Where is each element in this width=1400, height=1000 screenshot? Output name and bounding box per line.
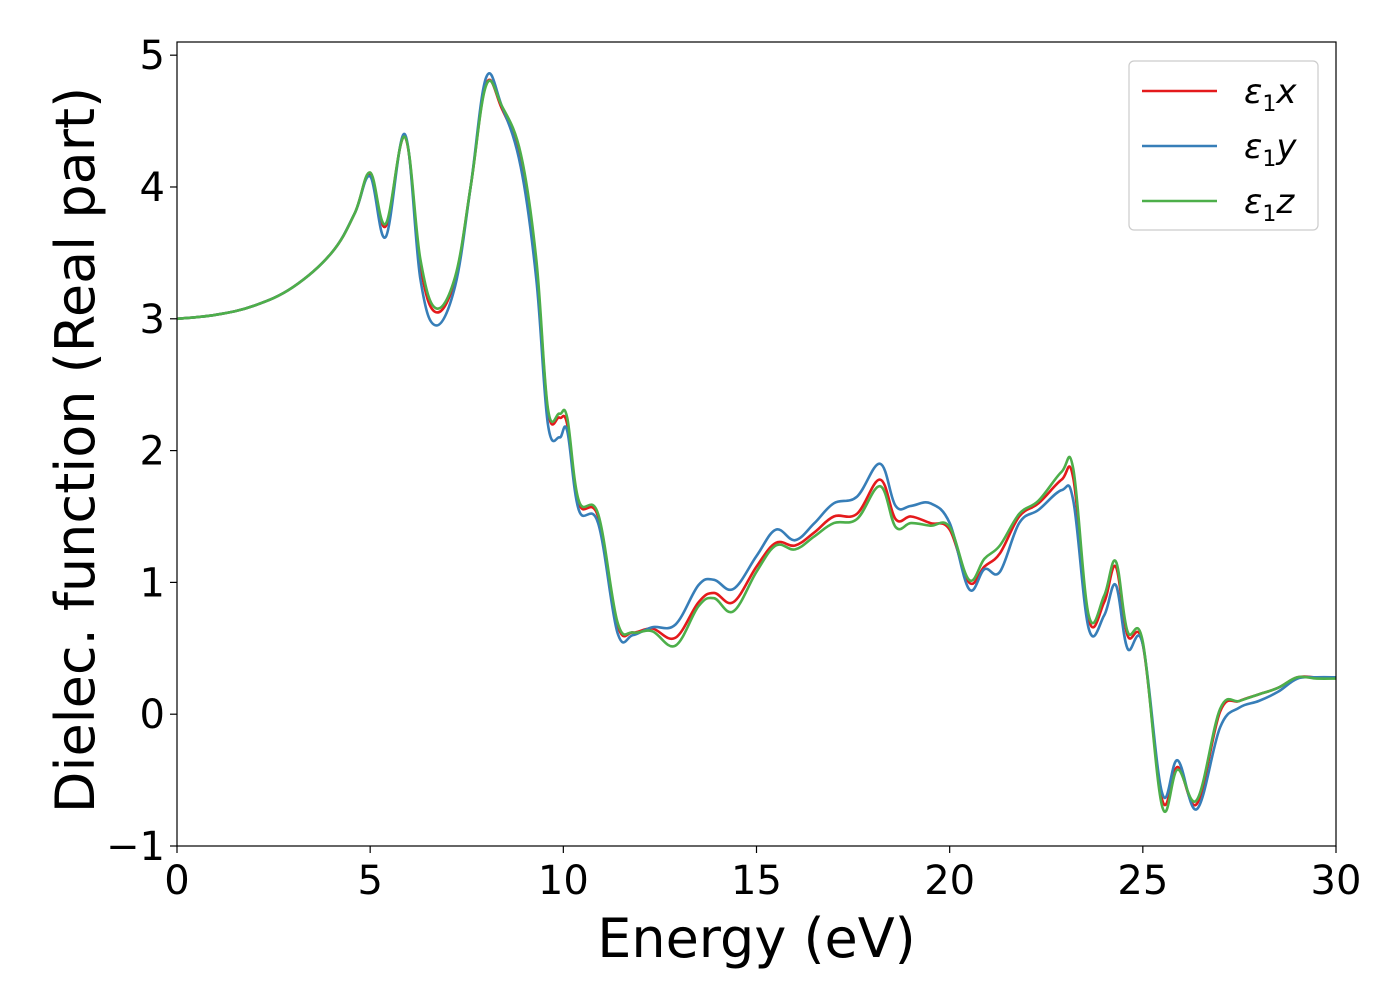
legend-label: ε1x [1244, 72, 1297, 117]
y-axis-label: Dielec. function (Real part) [44, 87, 107, 813]
x-tick-label: 10 [538, 858, 589, 904]
x-tick-label: 15 [731, 858, 782, 904]
y-tick-label: 1 [140, 560, 165, 606]
series-line-3 [176, 79, 1337, 813]
x-tick-label: 30 [1311, 858, 1362, 904]
y-tick-label: 2 [140, 429, 165, 475]
y-axis-ticks: −1 0 1 2 3 4 5 [106, 33, 177, 870]
x-tick-label: 20 [924, 858, 975, 904]
y-tick-label: 5 [140, 33, 165, 79]
x-axis-label: Energy (eV) [597, 907, 916, 970]
x-axis-ticks: 0 5 10 15 20 25 30 [164, 846, 1361, 904]
legend-items: ε1x ε1y ε1z [1142, 72, 1297, 227]
y-tick-label: 4 [140, 165, 165, 211]
x-tick-label: 25 [1117, 858, 1168, 904]
y-tick-label: 3 [140, 297, 165, 343]
y-tick-label: −1 [106, 824, 165, 870]
y-tick-label: 0 [140, 692, 165, 738]
legend: ε1x ε1y ε1z [1128, 60, 1319, 231]
legend-label: ε1z [1244, 182, 1295, 227]
series-layer [176, 72, 1337, 813]
x-tick-label: 0 [164, 858, 189, 904]
legend-box [1128, 60, 1319, 231]
x-tick-label: 5 [357, 858, 382, 904]
legend-label: ε1y [1244, 127, 1297, 172]
